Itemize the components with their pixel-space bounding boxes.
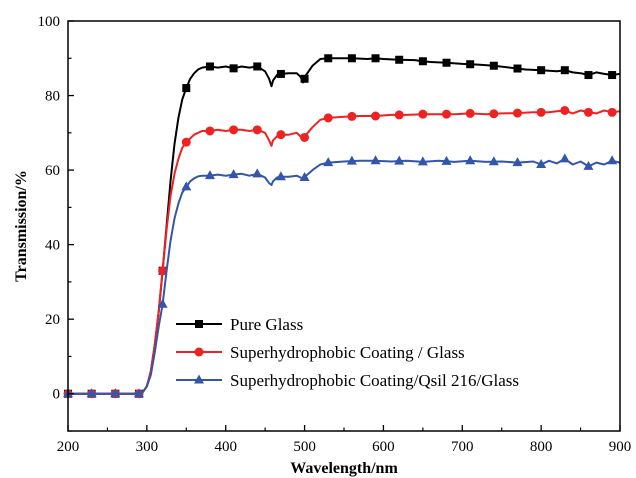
series-point — [205, 126, 215, 136]
series-point — [465, 155, 476, 165]
series-point — [489, 61, 498, 70]
series-point — [229, 64, 238, 73]
series-point — [417, 156, 428, 166]
series-point — [536, 159, 547, 168]
series-point — [252, 168, 263, 178]
series-point — [489, 109, 499, 119]
series-point — [466, 60, 475, 69]
series-point — [442, 109, 452, 119]
series-point — [370, 155, 381, 165]
series-point — [181, 137, 191, 147]
series-point — [133, 388, 144, 398]
y-axis: 0 20 40 60 80 100 — [38, 14, 74, 432]
series-point — [537, 66, 546, 75]
series-point — [441, 155, 452, 165]
series-point — [253, 62, 262, 71]
series-point — [324, 54, 333, 63]
series-point — [347, 54, 356, 63]
y-tick-label: 80 — [45, 89, 60, 105]
series-point — [86, 388, 97, 398]
y-axis-title: Transmission/% — [13, 170, 30, 282]
series-point — [276, 69, 285, 78]
series-point — [607, 155, 618, 165]
series-point — [371, 111, 381, 121]
series-point — [323, 157, 334, 167]
x-tick-label: 300 — [136, 439, 159, 455]
x-tick-label: 400 — [214, 439, 237, 455]
series-point — [583, 107, 593, 117]
series-point — [465, 108, 475, 118]
series-point — [560, 105, 570, 115]
legend-item: Superhydrophobic Coating/Qsil 216/Glass — [176, 371, 519, 390]
x-axis-title: Wavelength/nm — [290, 460, 398, 477]
legend-label: Pure Glass — [230, 315, 303, 334]
series-point — [275, 171, 286, 181]
series-point — [418, 57, 427, 66]
series-point — [394, 155, 405, 165]
legend-label: Superhydrophobic Coating / Glass — [230, 343, 465, 362]
series-point — [300, 74, 309, 83]
series-point — [182, 84, 191, 93]
y-tick-label: 20 — [45, 312, 60, 328]
y-tick-label: 100 — [38, 14, 61, 30]
series-layer — [63, 54, 621, 399]
series-point — [442, 58, 451, 67]
legend-item: Pure Glass — [176, 315, 303, 334]
series-point — [276, 130, 286, 140]
series-point — [205, 62, 214, 71]
series-point — [536, 107, 546, 117]
series-point — [395, 55, 404, 64]
x-tick-label: 800 — [530, 439, 553, 455]
series-point — [228, 169, 239, 179]
series-point — [512, 108, 522, 118]
legend-marker — [195, 320, 203, 328]
series-point — [559, 153, 570, 163]
series-point — [394, 110, 404, 120]
legend: Pure Glass Superhydrophobic Coating / Gla… — [176, 315, 519, 390]
series-point — [488, 156, 499, 166]
series-point — [252, 125, 262, 135]
series-point — [181, 181, 192, 191]
series-point — [300, 132, 310, 142]
series-point — [583, 160, 594, 170]
x-tick-label: 500 — [293, 439, 316, 455]
x-tick-label: 700 — [451, 439, 474, 455]
x-tick-label: 200 — [57, 439, 80, 455]
x-axis: 200 300 400 500 600 700 800 900 — [57, 425, 632, 455]
series-point — [512, 157, 523, 167]
series-point — [584, 71, 593, 80]
legend-label: Superhydrophobic Coating/Qsil 216/Glass — [230, 371, 519, 390]
x-tick-label: 600 — [372, 439, 395, 455]
series-point — [371, 54, 380, 63]
y-tick-label: 0 — [53, 387, 61, 403]
series-point — [608, 71, 617, 80]
legend-marker — [194, 347, 204, 357]
series-point — [418, 109, 428, 119]
series-point — [157, 298, 168, 308]
series-point — [346, 155, 357, 165]
series-point — [347, 111, 357, 121]
series-point — [513, 64, 522, 73]
series-3 — [63, 153, 621, 398]
series-point — [110, 388, 121, 398]
legend-marker — [194, 374, 204, 384]
y-tick-label: 40 — [45, 238, 60, 254]
legend-item: Superhydrophobic Coating / Glass — [176, 343, 465, 362]
series-point — [323, 113, 333, 123]
series-point — [560, 66, 569, 75]
series-point — [299, 172, 310, 182]
series-point — [229, 125, 239, 135]
x-tick-label: 900 — [609, 439, 632, 455]
series-point — [204, 170, 215, 180]
series-point — [607, 107, 617, 117]
y-tick-label: 60 — [45, 163, 60, 179]
series-point — [158, 266, 168, 276]
